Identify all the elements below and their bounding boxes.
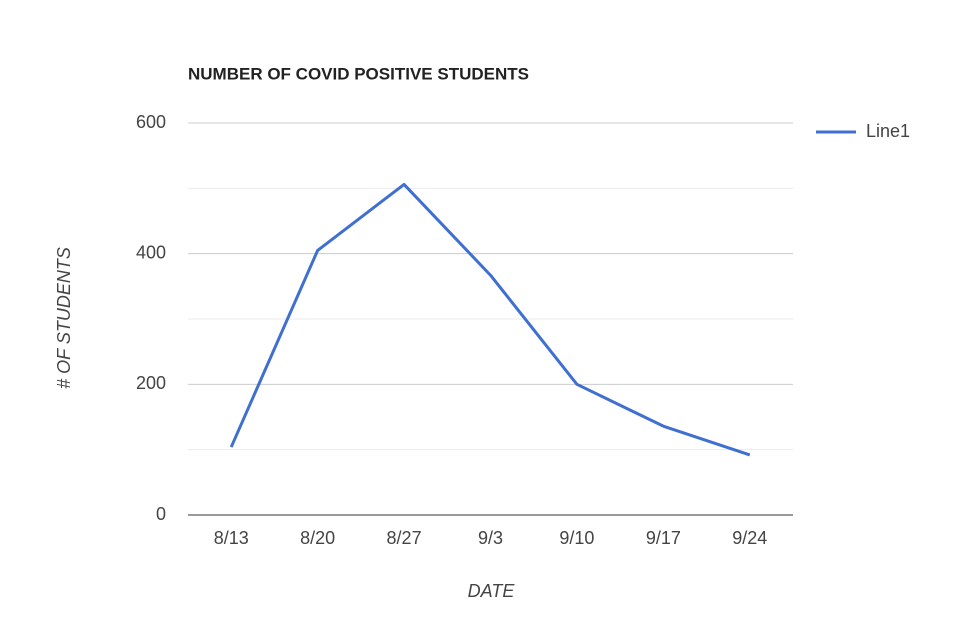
x-tick-label: 9/3 xyxy=(478,528,503,548)
y-tick-label: 600 xyxy=(136,112,166,132)
x-tick-label: 9/24 xyxy=(732,528,767,548)
x-tick-label: 8/20 xyxy=(300,528,335,548)
chart-title: NUMBER OF COVID POSITIVE STUDENTS xyxy=(188,64,529,83)
y-tick-label: 200 xyxy=(136,373,166,393)
x-axis-label: DATE xyxy=(468,581,516,601)
legend-label: Line1 xyxy=(866,121,910,141)
x-tick-label: 9/10 xyxy=(559,528,594,548)
line xyxy=(229,182,751,457)
y-axis-label: # OF STUDENTS xyxy=(54,247,74,389)
y-tick-label: 0 xyxy=(156,504,166,524)
x-tick-label: 9/17 xyxy=(646,528,681,548)
y-tick-label: 400 xyxy=(136,242,166,262)
x-tick-label: 8/27 xyxy=(387,528,422,548)
x-tick-label: 8/13 xyxy=(214,528,249,548)
